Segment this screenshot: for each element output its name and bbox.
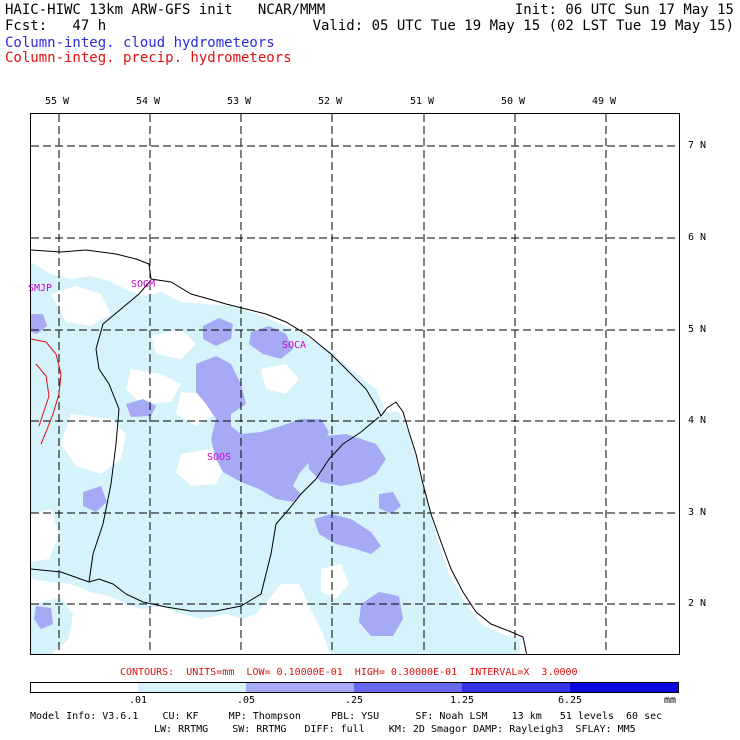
colorbar-segment <box>246 682 354 693</box>
field-title-cloud: Column-integ. cloud hydrometeors <box>5 35 275 51</box>
lon-label: 55 W <box>45 96 70 107</box>
colorbar-tick: .05 <box>237 695 256 706</box>
clear-sky-patches <box>31 286 349 599</box>
colorbar-segment <box>462 682 570 693</box>
border-line <box>88 279 152 583</box>
colorbar-tick: .01 <box>129 695 148 706</box>
border-line <box>31 568 90 583</box>
station-label: SOGM <box>131 279 156 290</box>
station-label: SOOS <box>207 452 232 463</box>
coastline <box>31 249 528 654</box>
colorbar-segment <box>138 682 246 693</box>
colorbar-tick: 6.25 <box>558 695 583 706</box>
precip-contour <box>31 338 62 445</box>
map-canvas <box>31 114 679 654</box>
model-info-line1: Model Info: V3.6.1 CU: KF MP: Thompson P… <box>30 711 663 722</box>
lat-lon-grid <box>31 114 679 654</box>
header-init-time: Init: 06 UTC Sun 17 May 15 <box>514 2 734 18</box>
header-model-title: HAIC-HIWC 13km ARW-GFS init NCAR/MMM <box>5 2 326 18</box>
cloud-mid-region <box>31 314 403 636</box>
lon-label: 54 W <box>136 96 161 107</box>
model-info-line2: LW: RRTMG SW: RRTMG DIFF: full KM: 2D Sm… <box>154 724 636 735</box>
lon-label: 52 W <box>318 96 343 107</box>
colorbar-tick: 1.25 <box>450 695 475 706</box>
colorbar-units: mm <box>664 695 677 706</box>
station-label: SOCA <box>282 340 307 351</box>
field-title-precip: Column-integ. precip. hydrometeors <box>5 50 292 66</box>
lat-label: 4 N <box>688 415 707 426</box>
border-line <box>88 416 380 612</box>
lat-label: 7 N <box>688 140 707 151</box>
colorbar-segment <box>570 682 679 693</box>
lon-label: 51 W <box>410 96 435 107</box>
lat-label: 2 N <box>688 598 707 609</box>
lat-label: 5 N <box>688 324 707 335</box>
header-forecast-hour: Fcst: 47 h <box>5 18 107 34</box>
lat-label: 3 N <box>688 507 707 518</box>
lon-label: 50 W <box>501 96 526 107</box>
colorbar-segment <box>30 682 138 693</box>
station-label: SMJP <box>28 283 53 294</box>
colorbar-segment <box>354 682 462 693</box>
lon-label: 49 W <box>592 96 617 107</box>
contour-info: CONTOURS: UNITS=mm LOW= 0.10000E-01 HIGH… <box>120 667 578 678</box>
map-panel <box>30 113 680 655</box>
header-valid-time: Valid: 05 UTC Tue 19 May 15 (02 LST Tue … <box>312 18 734 34</box>
colorbar-tick: .25 <box>345 695 364 706</box>
lon-label: 53 W <box>227 96 252 107</box>
lat-label: 6 N <box>688 232 707 243</box>
